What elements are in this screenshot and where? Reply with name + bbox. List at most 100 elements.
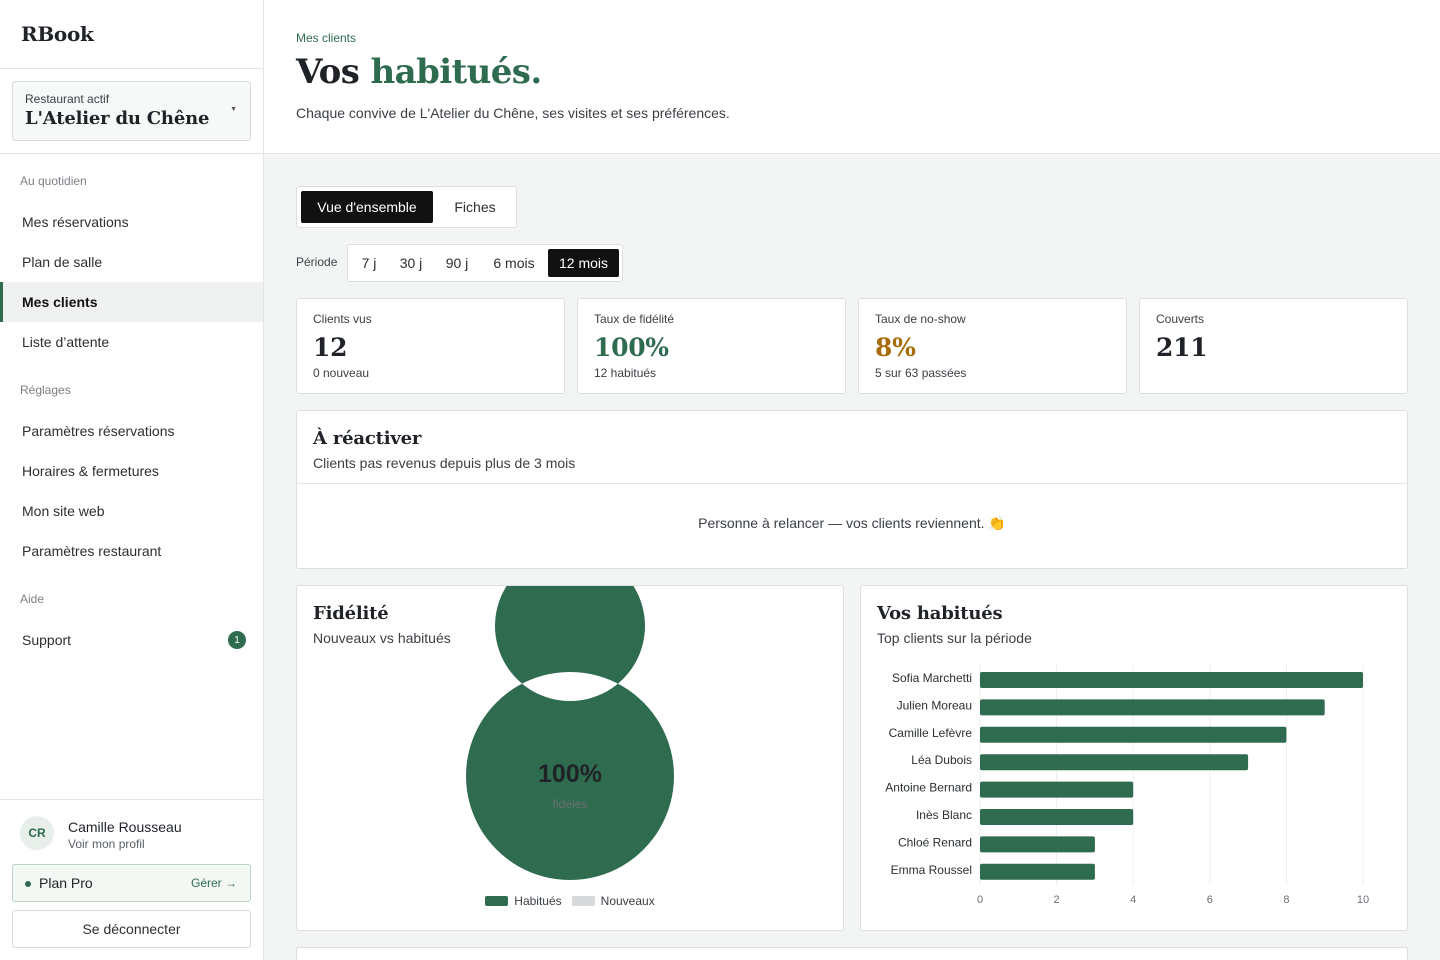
bar[interactable] bbox=[980, 699, 1325, 716]
donut-center-label: fidèles bbox=[552, 797, 588, 811]
nav-section-daily: Au quotidien bbox=[20, 174, 87, 188]
bar[interactable] bbox=[980, 672, 1363, 688]
y-category-label: Léa Dubois bbox=[911, 753, 972, 767]
nav-section-help: Aide bbox=[20, 592, 45, 606]
page-header: Mes clients Vos habitués. Chaque convive… bbox=[264, 0, 1440, 154]
kpi-card-loyalty: Taux de fidélité 100% 12 habitués bbox=[577, 298, 846, 394]
top-clients-bar-chart: 0 2 4 6 8 10 Sofia Marchetti Julien Moreau Camil… bbox=[885, 664, 1369, 906]
x-tick-label: 0 bbox=[977, 894, 983, 906]
bar[interactable] bbox=[980, 726, 1287, 743]
loyalty-donut-chart bbox=[466, 586, 674, 880]
y-category-label: Sofia Marchetti bbox=[892, 671, 972, 685]
y-category-label: Antoine Bernard bbox=[885, 781, 972, 795]
view-profile-link[interactable]: Voir mon profil bbox=[68, 837, 145, 851]
page-title: Vos habitués. bbox=[296, 52, 542, 92]
bar[interactable] bbox=[980, 781, 1134, 798]
kpi-value: 211 bbox=[1156, 333, 1208, 362]
sidebar-item-label: Paramètres restaurant bbox=[22, 543, 162, 559]
manage-plan-link[interactable]: Gérer → bbox=[190, 876, 237, 890]
sidebar: RBook Restaurant actif L'Atelier du Chên… bbox=[0, 0, 264, 960]
donut-center-value: 100% bbox=[538, 760, 602, 788]
x-tick-label: 8 bbox=[1283, 894, 1289, 906]
kpi-value: 100% bbox=[594, 333, 669, 362]
legend-swatch bbox=[485, 896, 509, 906]
bar[interactable] bbox=[980, 863, 1095, 880]
legend-label: Habitués bbox=[514, 894, 562, 908]
sidebar-item-floor-plan[interactable]: Plan de salle bbox=[0, 242, 263, 282]
breadcrumb[interactable]: Mes clients bbox=[296, 31, 357, 45]
legend-swatch bbox=[571, 896, 595, 906]
avatar[interactable]: CR bbox=[20, 816, 54, 850]
sidebar-item-label: Plan de salle bbox=[22, 254, 103, 270]
sidebar-item-label: Mon site web bbox=[22, 503, 105, 519]
sidebar-item-label: Paramètres réservations bbox=[22, 423, 175, 439]
plan-status-dot bbox=[25, 881, 31, 887]
plan-card: Plan Pro Gérer → bbox=[12, 864, 251, 902]
sidebar-item-label: Liste d’attente bbox=[22, 334, 110, 350]
chevron-down-icon: ▼ bbox=[230, 106, 237, 113]
notification-badge: 1 bbox=[228, 631, 246, 649]
tab-records[interactable]: Fiches bbox=[454, 199, 496, 215]
kpi-sub: 0 nouveau bbox=[313, 366, 370, 380]
plan-label: Plan Pro bbox=[39, 875, 93, 891]
y-category-label: Chloé Renard bbox=[898, 835, 972, 849]
period-90d[interactable]: 90 j bbox=[445, 255, 469, 271]
sidebar-item-website[interactable]: Mon site web bbox=[0, 491, 263, 531]
top-clients-card: Vos habitués Top clients sur la période … bbox=[860, 585, 1408, 931]
page-title-accent: habitués. bbox=[370, 52, 543, 92]
kpi-card-covers: Couverts 211 bbox=[1139, 298, 1408, 394]
sidebar-item-restaurant-settings[interactable]: Paramètres restaurant bbox=[0, 531, 263, 571]
sidebar-item-waitlist[interactable]: Liste d’attente bbox=[0, 322, 263, 362]
sidebar-item-clients[interactable]: Mes clients bbox=[0, 282, 263, 322]
logout-button[interactable]: Se déconnecter bbox=[12, 910, 251, 948]
chart-legend: Habitués Nouveaux bbox=[297, 894, 843, 908]
tab-overview[interactable]: Vue d'ensemble bbox=[301, 191, 433, 223]
period-30d[interactable]: 30 j bbox=[399, 255, 423, 271]
restaurant-selector[interactable]: Restaurant actif L'Atelier du Chêne ▼ bbox=[12, 81, 251, 141]
nav-section-settings: Réglages bbox=[20, 383, 71, 397]
kpi-label: Clients vus bbox=[313, 312, 372, 326]
period-12m[interactable]: 12 mois bbox=[548, 249, 619, 277]
period-label: Période bbox=[296, 255, 338, 269]
next-card bbox=[296, 947, 1408, 960]
x-tick-label: 2 bbox=[1054, 894, 1060, 906]
kpi-card-clients: Clients vus 12 0 nouveau bbox=[296, 298, 565, 394]
period-6m[interactable]: 6 mois bbox=[493, 255, 535, 271]
user-panel: CR Camille Rousseau Voir mon profil Plan… bbox=[0, 799, 263, 960]
kpi-label: Couverts bbox=[1156, 312, 1205, 326]
kpi-label: Taux de no-show bbox=[875, 312, 966, 326]
divider bbox=[297, 483, 1407, 484]
card-subtitle: Top clients sur la période bbox=[877, 630, 1032, 646]
donut-slice-habitués[interactable] bbox=[466, 586, 674, 880]
kpi-label: Taux de fidélité bbox=[594, 312, 675, 326]
sidebar-item-hours[interactable]: Horaires & fermetures bbox=[0, 451, 263, 491]
sidebar-item-support[interactable]: Support 1 bbox=[0, 620, 263, 660]
card-subtitle: Nouveaux vs habitués bbox=[313, 630, 451, 646]
empty-state-message: Personne à relancer — vos clients revien… bbox=[698, 515, 1006, 531]
sidebar-item-label: Mes réservations bbox=[22, 214, 129, 230]
user-name: Camille Rousseau bbox=[68, 819, 182, 835]
bar[interactable] bbox=[980, 836, 1095, 853]
x-tick-label: 10 bbox=[1357, 894, 1369, 906]
sidebar-item-label: Mes clients bbox=[22, 294, 98, 310]
kpi-card-noshow: Taux de no-show 8% 5 sur 63 passées bbox=[858, 298, 1127, 394]
period-7d[interactable]: 7 j bbox=[361, 255, 377, 271]
legend-label: Nouveaux bbox=[600, 894, 655, 908]
card-title: Vos habitués bbox=[877, 603, 1003, 624]
legend-item[interactable]: Nouveaux bbox=[571, 894, 655, 908]
period-selector: 7 j 30 j 90 j 6 mois 12 mois bbox=[347, 244, 623, 282]
sidebar-item-reservations[interactable]: Mes réservations bbox=[0, 202, 263, 242]
legend-item[interactable]: Habitués bbox=[485, 894, 562, 908]
bar[interactable] bbox=[980, 754, 1249, 771]
sidebar-item-reservation-settings[interactable]: Paramètres réservations bbox=[0, 411, 263, 451]
restaurant-selector-label: Restaurant actif bbox=[25, 92, 110, 106]
kpi-value: 8% bbox=[875, 333, 916, 362]
card-title: Fidélité bbox=[313, 603, 389, 624]
y-category-label: Julien Moreau bbox=[897, 698, 972, 712]
kpi-value: 12 bbox=[313, 333, 348, 362]
app-logo[interactable]: RBook bbox=[0, 0, 263, 69]
page-title-plain: Vos bbox=[296, 52, 371, 92]
bar[interactable] bbox=[980, 809, 1134, 825]
loyalty-card: Fidélité Nouveaux vs habitués 100% fidèl… bbox=[296, 585, 844, 931]
y-category-label: Inès Blanc bbox=[916, 808, 972, 822]
